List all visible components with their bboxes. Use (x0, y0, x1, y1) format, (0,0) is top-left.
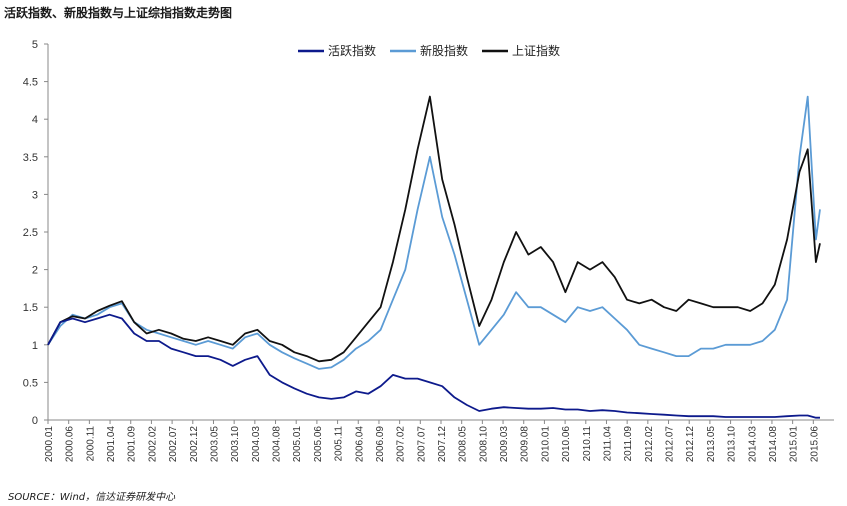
x-tick-label: 2015.06 (809, 426, 820, 463)
source-note: SOURCE：Wind，信达证券研发中心 (8, 492, 176, 503)
legend-item: 新股指数 (390, 43, 468, 58)
x-tick-label: 2013.05 (706, 426, 717, 463)
x-tick-label: 2008.10 (478, 426, 489, 463)
x-tick-label: 2010.11 (582, 426, 593, 462)
x-tick-label: 2013.10 (727, 426, 738, 463)
series-line-活跃指数 (47, 313, 820, 419)
x-tick-label: 2003.05 (209, 426, 220, 463)
x-tick-label: 2000.01 (44, 426, 55, 463)
y-tick-label: 4.5 (23, 77, 38, 89)
x-tick-label: 2004.08 (272, 426, 283, 463)
x-tick-label: 2010.06 (561, 426, 572, 463)
x-tick-label: 2005.01 (292, 426, 303, 463)
x-tick-label: 2012.02 (644, 426, 655, 463)
y-tick-label: 1 (32, 340, 38, 352)
legend-item: 活跃指数 (298, 43, 376, 58)
x-tick-label: 2008.05 (458, 426, 469, 463)
chart-axes: 0 0.5 1 1.5 2 2.5 3 3.5 4 4.5 5 2000.01 2000.06 2000.… (23, 39, 834, 462)
x-tick-label: 2002.07 (168, 426, 179, 463)
y-tick-label: 1.5 (23, 302, 38, 314)
x-tick-label: 2007.12 (437, 426, 448, 463)
x-tick-label: 2006.04 (354, 426, 365, 463)
x-tick-label: 2003.10 (230, 426, 241, 463)
series-line-上证指数 (47, 95, 821, 363)
series-line-新股指数 (47, 95, 821, 370)
x-tick-label: 2009.08 (520, 426, 531, 463)
x-tick-label: 2010.01 (540, 426, 551, 463)
x-tick-label: 2007.02 (396, 426, 407, 463)
x-tick-label: 2006.09 (375, 426, 386, 463)
x-tick-label: 2011.04 (602, 426, 613, 462)
legend-label: 活跃指数 (328, 43, 376, 58)
y-tick-label: 0 (32, 415, 38, 427)
x-tick-label: 2014.03 (747, 426, 758, 463)
legend-label: 新股指数 (420, 43, 468, 58)
x-tick-label: 2002.02 (147, 426, 158, 463)
legend-item: 上证指数 (482, 43, 560, 58)
y-tick-label: 3.5 (23, 152, 38, 164)
y-tick-label: 2 (32, 265, 38, 277)
series-layer (47, 95, 821, 419)
x-tick-label: 2000.11 (85, 426, 96, 462)
x-tick-label: 2009.03 (499, 426, 510, 463)
x-tick-label: 2012.12 (685, 426, 696, 463)
x-tick-label: 2001.09 (127, 426, 138, 463)
chart-legend: 活跃指数 新股指数 上证指数 (298, 43, 560, 58)
x-tick-label: 2004.03 (251, 426, 262, 463)
x-tick-label: 2015.01 (789, 426, 800, 463)
x-tick-label: 2005.06 (313, 426, 324, 463)
y-tick-label: 4 (32, 114, 38, 126)
x-tick-label: 2011.09 (623, 426, 634, 462)
x-tick-label: 2001.04 (106, 426, 117, 463)
x-tick-label: 2014.08 (768, 426, 779, 463)
x-tick-label: 2007.07 (416, 426, 427, 463)
x-tick-label: 2000.06 (65, 426, 76, 463)
y-tick-label: 0.5 (23, 377, 38, 389)
x-tick-label: 2002.12 (189, 426, 200, 463)
y-tick-label: 5 (32, 39, 38, 51)
x-tick-label: 2012.07 (665, 426, 676, 463)
x-tick-label: 2005.11 (334, 426, 345, 462)
legend-label: 上证指数 (512, 43, 560, 58)
chart-title: 活跃指数、新股指数与上证综指指数走势图 (4, 6, 233, 20)
y-tick-label: 2.5 (23, 227, 38, 239)
y-tick-label: 3 (32, 189, 38, 201)
